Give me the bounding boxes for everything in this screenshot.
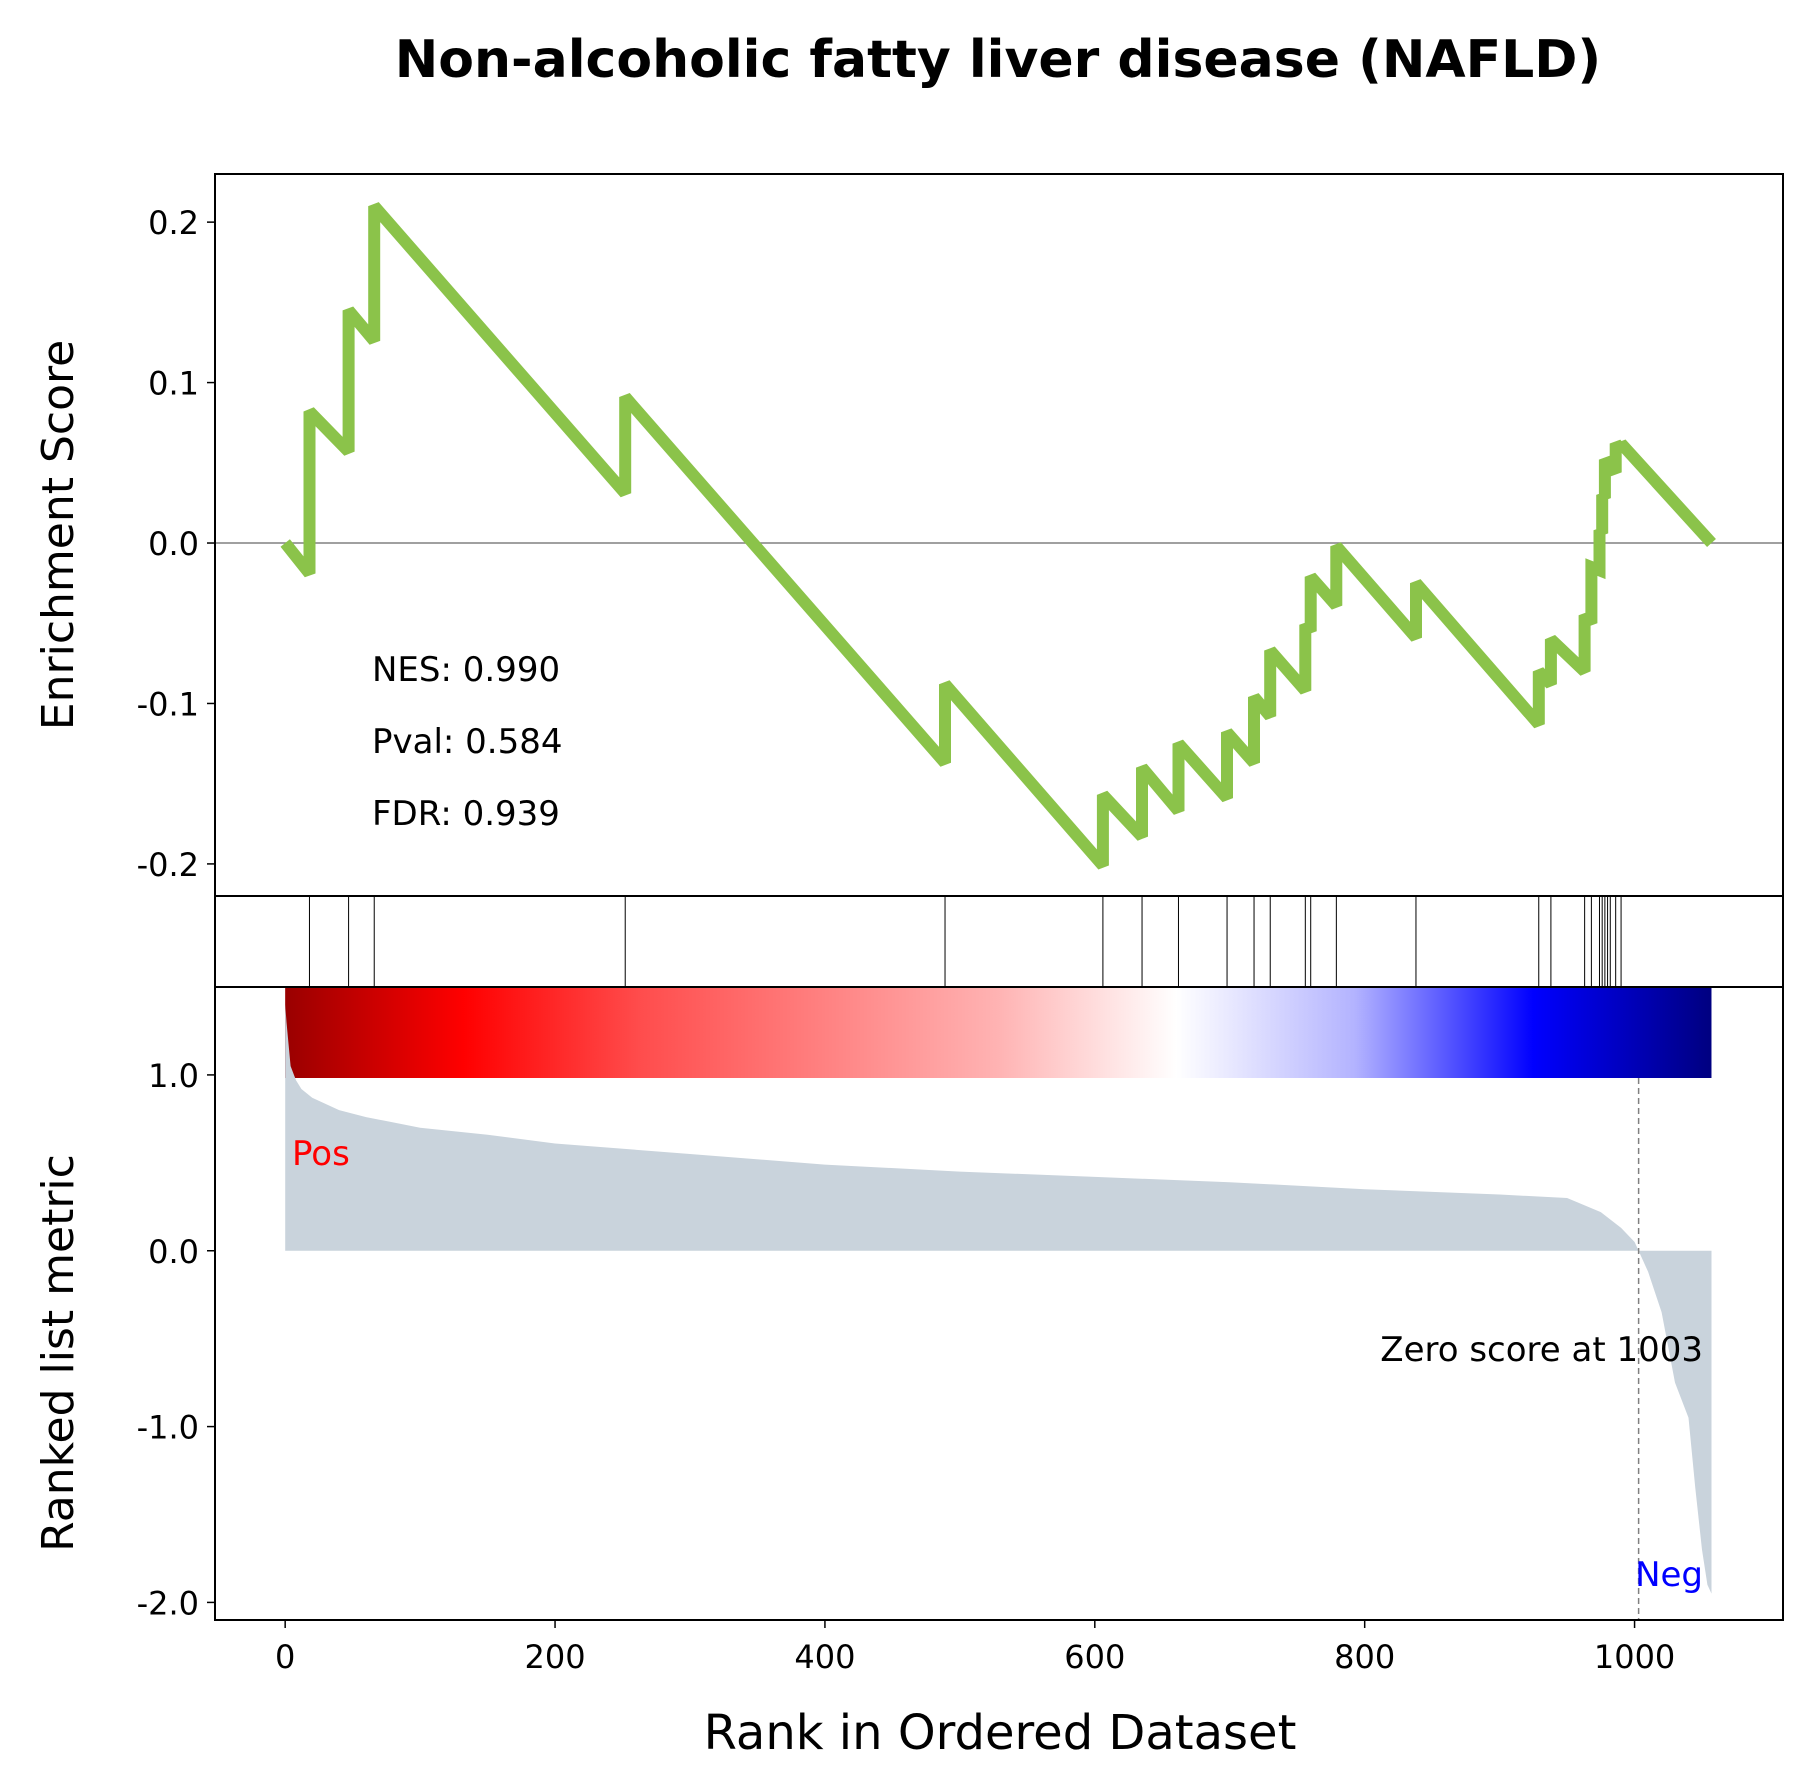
- metric-y-tick-label: -1.0: [137, 1409, 199, 1447]
- colorbar-rect: [285, 988, 1712, 1078]
- metric-y-axis-label: Ranked list metric: [33, 1154, 84, 1552]
- ranked-metric-panel: 1.0 0.0 -1.0 -2.0 0 200 400 600 800 1000: [137, 1004, 1712, 1676]
- hits-panel-frame: [214, 895, 1784, 988]
- zero-score-label: Zero score at 1003: [1380, 1330, 1703, 1370]
- pos-label: Pos: [292, 1134, 350, 1174]
- panel-frames: [214, 173, 1784, 1621]
- es-y-tick-label: 0.0: [148, 525, 199, 563]
- x-tick-label: 0: [275, 1638, 295, 1676]
- x-tick-label: 400: [794, 1638, 855, 1676]
- x-axis-label: Rank in Ordered Dataset: [704, 1705, 1297, 1761]
- metric-area: [285, 1004, 1712, 1594]
- rank-colorbar: [285, 988, 1712, 1078]
- es-y-tick-label: 0.1: [148, 365, 199, 403]
- chart-title: Non-alcoholic fatty liver disease (NAFLD…: [395, 30, 1601, 90]
- es-line: [280, 202, 1716, 870]
- metric-y-tick-label: -2.0: [137, 1584, 199, 1622]
- hits-panel: [308, 896, 1622, 987]
- x-tick-label: 800: [1334, 1638, 1395, 1676]
- es-y-axis-label: Enrichment Score: [33, 340, 84, 730]
- metric-panel-frame: [214, 986, 1784, 1621]
- metric-y-tick-label: 0.0: [148, 1233, 199, 1271]
- pval-annotation: Pval: 0.584: [372, 722, 563, 762]
- nes-annotation: NES: 0.990: [372, 650, 560, 690]
- x-tick-label: 600: [1064, 1638, 1125, 1676]
- enrichment-panel: 0.2 0.1 0.0 -0.1 -0.2: [137, 202, 1783, 884]
- x-tick-label: 1000: [1594, 1638, 1675, 1676]
- es-y-tick-label: -0.2: [137, 846, 199, 884]
- neg-label: Neg: [1635, 1555, 1703, 1595]
- metric-y-tick-label: 1.0: [148, 1057, 199, 1095]
- es-y-tick-label: -0.1: [137, 685, 199, 723]
- fdr-annotation: FDR: 0.939: [372, 794, 560, 834]
- es-panel-frame: [214, 173, 1784, 897]
- x-tick-label: 200: [525, 1638, 586, 1676]
- es-y-tick-label: 0.2: [148, 204, 199, 242]
